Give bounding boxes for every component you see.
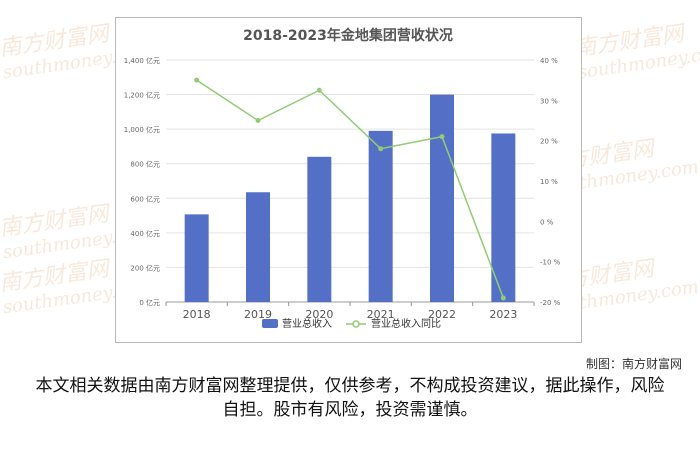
line-point xyxy=(439,134,445,140)
y-left-tick-label: 1,400 亿元 xyxy=(124,56,160,65)
x-tick-label: 2019 xyxy=(244,308,272,321)
line-point xyxy=(500,295,506,301)
revenue-chart: 2018-2023年金地集团营收状况 0 亿元 200 亿元 400 亿元 600 亿… xyxy=(124,27,561,330)
bar xyxy=(491,133,516,302)
y-left-tick-label: 200 亿元 xyxy=(130,263,160,272)
x-tick-label: 2021 xyxy=(367,308,395,321)
y-left-tick-label: 800 亿元 xyxy=(130,160,160,169)
bar xyxy=(368,130,393,302)
y-right-tick-label: -10 % xyxy=(540,259,561,267)
series-line xyxy=(196,79,505,299)
line-point xyxy=(316,87,322,93)
y-left-tick-label: 0 亿元 xyxy=(139,298,160,307)
y-right-tick-label: -20 % xyxy=(540,299,561,307)
x-tick-label: 2020 xyxy=(305,308,333,321)
chart-frame: 2018-2023年金地集团营收状况 0 亿元 200 亿元 400 亿元 600 亿… xyxy=(115,17,582,343)
x-tick-label: 2018 xyxy=(183,308,211,321)
legend-line-marker xyxy=(352,320,360,328)
x-tick-label: 2022 xyxy=(428,308,456,321)
y-left-tick-label: 1,200 亿元 xyxy=(124,91,160,100)
y-left-tick-label: 400 亿元 xyxy=(130,229,160,238)
x-tick-label: 2023 xyxy=(489,308,517,321)
legend-bar-label: 营业总收入 xyxy=(282,317,332,330)
y-right-tick-label: 20 % xyxy=(540,138,558,146)
disclaimer-text: 本文相关数据由南方财富网整理提供，仅供参考，不构成投资建议，据此操作，风险自担。… xyxy=(35,376,665,420)
y-right-tick-label: 0 % xyxy=(540,218,554,226)
line-point xyxy=(194,77,200,83)
bar xyxy=(430,94,454,302)
bar xyxy=(184,214,209,302)
y-right-tick-label: 40 % xyxy=(540,57,558,65)
chart-title: 2018-2023年金地集团营收状况 xyxy=(243,27,453,44)
bar xyxy=(307,156,332,302)
y-left-tick-label: 600 亿元 xyxy=(130,194,160,203)
bar xyxy=(246,192,270,302)
y-right-tick-label: 30 % xyxy=(540,97,558,105)
legend-bar-swatch xyxy=(262,319,278,328)
legend-line-label: 营业总收入同比 xyxy=(371,317,441,330)
chart-credit: 制图：南方财富网 xyxy=(585,357,682,371)
y-right-tick-label: 10 % xyxy=(540,178,558,186)
line-point xyxy=(255,118,261,123)
line-point xyxy=(378,146,384,152)
y-left-tick-label: 1,000 亿元 xyxy=(124,125,160,134)
